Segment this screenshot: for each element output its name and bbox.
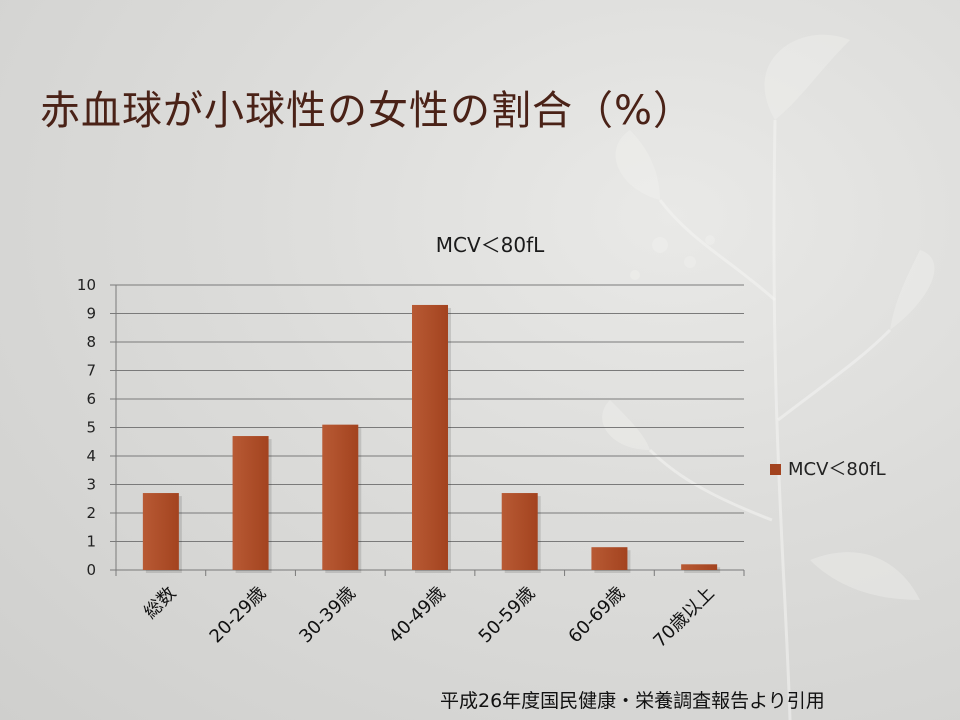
x-tick-label: 総数 (140, 583, 180, 623)
bar (142, 493, 179, 570)
y-tick-label: 1 (86, 533, 96, 551)
leaf-decoration (602, 34, 935, 720)
y-tick-label: 9 (86, 305, 96, 323)
bar (412, 304, 448, 570)
x-tick-label: 60-69歳 (564, 583, 629, 648)
x-tick-label: 20-29歳 (206, 583, 271, 648)
y-tick-label: 8 (86, 333, 96, 351)
legend-label: MCV＜80fL (788, 459, 886, 480)
y-tick-label: 3 (86, 476, 96, 494)
bar (681, 564, 718, 570)
bar (232, 436, 269, 570)
bar-shadow (684, 567, 721, 573)
chart-title: MCV＜80fL (436, 233, 545, 257)
slide-title: 赤血球が小球性の女性の割合（%） (40, 88, 695, 134)
y-tick-label: 5 (86, 419, 96, 437)
bar (591, 547, 628, 570)
legend-swatch (770, 464, 781, 475)
y-tick-label: 4 (86, 447, 96, 465)
x-tick-label: 70歳以上 (649, 583, 718, 652)
x-tick-label: 50-59歳 (475, 583, 540, 648)
source-note: 平成26年度国民健康・栄養調査報告より引用 (440, 690, 825, 712)
bar (322, 424, 359, 570)
y-tick-label: 10 (77, 276, 96, 294)
y-tick-label: 0 (86, 561, 96, 579)
y-tick-label: 6 (86, 390, 96, 408)
bar (501, 493, 538, 570)
x-tick-label: 30-39歳 (295, 583, 360, 648)
x-tick-label: 40-49歳 (385, 583, 450, 648)
y-tick-label: 7 (86, 362, 96, 380)
y-tick-label: 2 (86, 504, 96, 522)
